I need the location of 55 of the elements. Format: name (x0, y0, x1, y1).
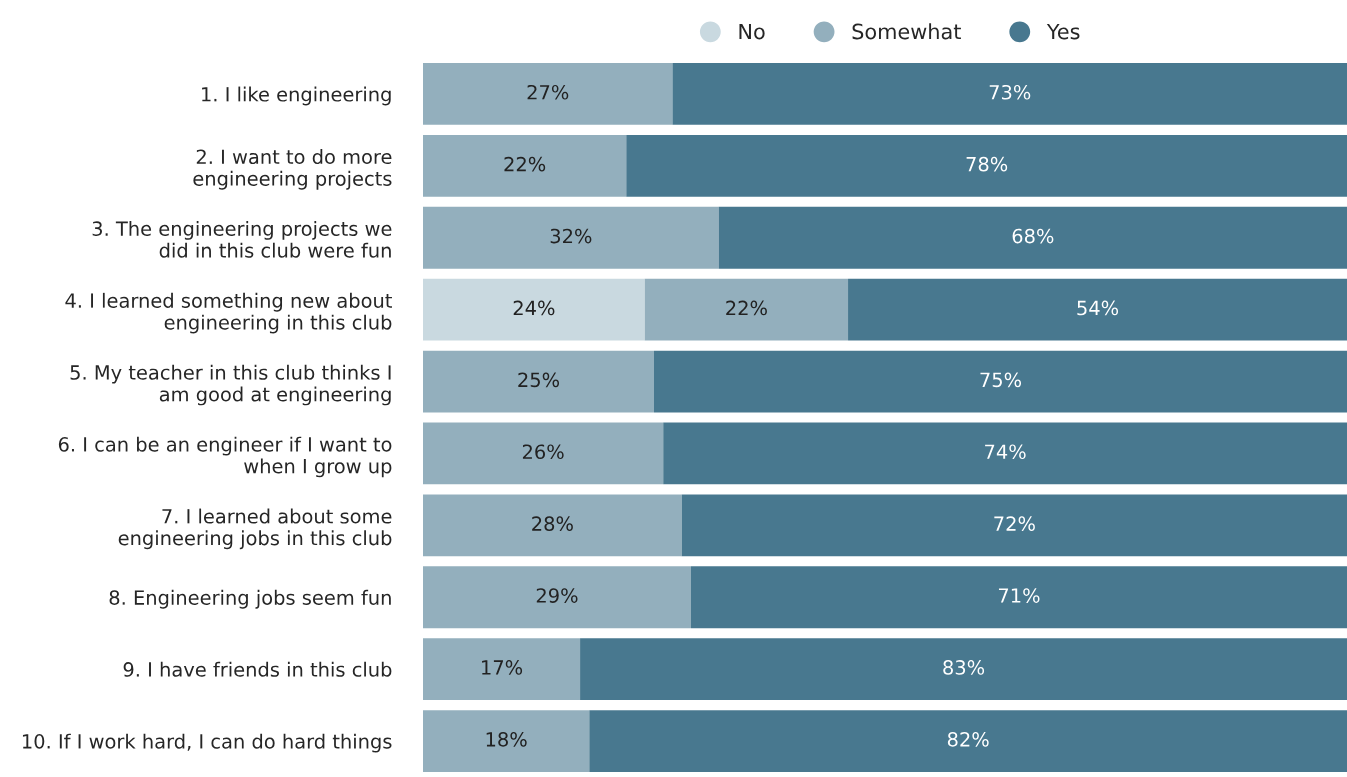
y-tick-label: 10. If I work hard, I can do hard things (22, 733, 392, 753)
bar (718, 206, 1347, 269)
y-tick-label: 6. I can be an engineer if I want to when I grow up (58, 436, 392, 478)
bar (848, 278, 1347, 341)
y-tick-label: 2. I want to do more engineering projects (193, 149, 392, 190)
y-tick-label: 8. Engineering jobs seem fun (109, 589, 391, 609)
bar (423, 63, 673, 125)
data-label: 26% (522, 444, 564, 460)
bar (690, 566, 1347, 629)
y-tick-label: 4. I learned something new about engineering in this club (65, 292, 392, 334)
bar (663, 422, 1347, 485)
bar (423, 350, 654, 413)
bar (423, 422, 664, 485)
data-label: 82% (947, 731, 989, 747)
bar (672, 63, 1347, 125)
data-label: 22% (504, 156, 546, 172)
bar (654, 350, 1347, 413)
legend-label: Yes (1046, 23, 1080, 40)
y-tick-label: 1. I like engineering (202, 86, 391, 106)
bar (681, 494, 1347, 557)
y-tick-label: 5. My teacher in this club thinks I am good at engineering (70, 364, 391, 406)
data-label: 68% (1012, 228, 1054, 244)
bar (423, 134, 627, 197)
data-label: 75% (980, 372, 1022, 388)
data-label: 71% (998, 588, 1040, 603)
bar (423, 206, 719, 269)
data-label: 78% (966, 156, 1008, 172)
bar (423, 566, 691, 629)
data-label: 29% (536, 588, 578, 603)
data-label: 17% (482, 660, 523, 675)
bar (580, 638, 1347, 701)
data-label: 83% (943, 660, 985, 675)
data-label: 18% (486, 731, 527, 747)
data-label: 28% (532, 516, 573, 531)
data-label: 24% (513, 300, 555, 316)
bar (589, 710, 1347, 772)
bar (423, 278, 645, 341)
data-label: 32% (550, 228, 592, 244)
data-label: 25% (518, 372, 560, 388)
bar (423, 638, 581, 701)
legend-label: No (739, 23, 765, 40)
data-label: 22% (726, 300, 767, 316)
y-tick-label: 3. The engineering projects we did in this club were fun (92, 220, 392, 258)
data-label: 74% (985, 444, 1026, 460)
bar (423, 494, 682, 557)
data-label: 72% (994, 516, 1035, 531)
data-label: 73% (989, 84, 1031, 100)
data-label: 54% (1077, 300, 1119, 316)
bar (644, 278, 849, 341)
y-tick-label: 9. I have friends in this club (123, 661, 392, 677)
data-label: 27% (527, 84, 569, 100)
legend-label: Somewhat (852, 23, 961, 40)
y-tick-label: 7. I learned about some engineering jobs in this club (118, 508, 392, 550)
bar (626, 134, 1347, 197)
bar (423, 710, 590, 772)
